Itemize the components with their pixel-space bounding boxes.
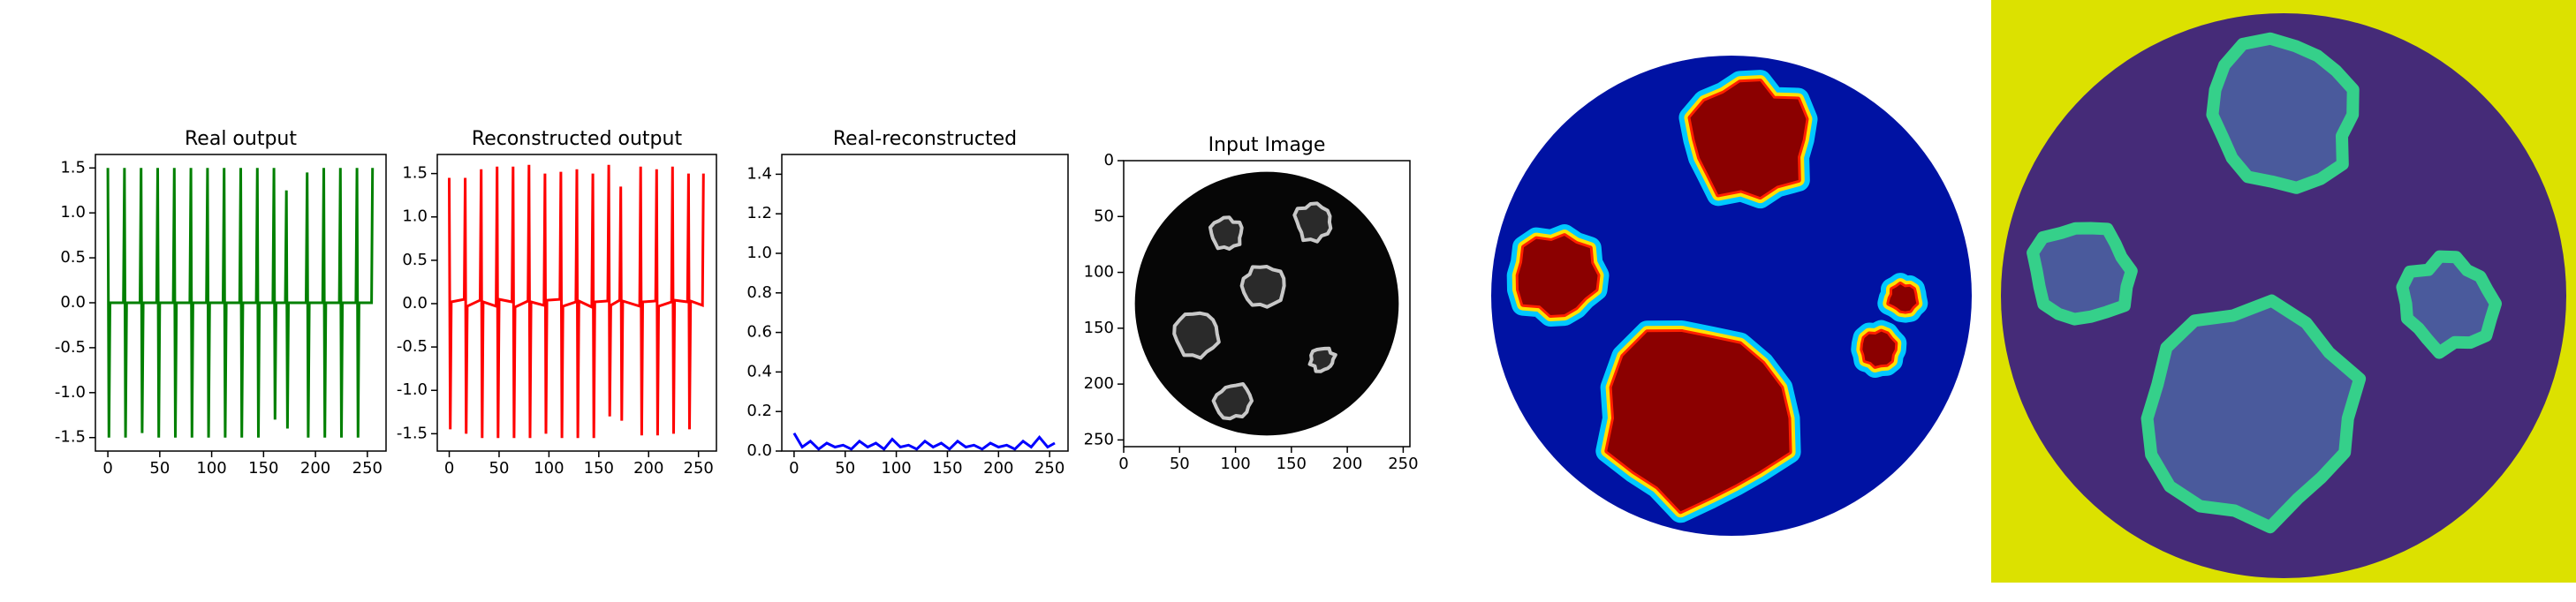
y-tick-label: -1.5 bbox=[397, 424, 428, 442]
y-tick-label: 0.8 bbox=[746, 283, 772, 302]
x-tick-label: 150 bbox=[248, 459, 278, 478]
region bbox=[1889, 284, 1917, 312]
inclusion bbox=[1292, 201, 1333, 244]
x-tick-label: 0 bbox=[1118, 455, 1128, 473]
y-tick-label: 50 bbox=[1094, 207, 1114, 225]
x-tick-label: 0 bbox=[789, 459, 799, 478]
x-tick-label: 100 bbox=[881, 459, 911, 478]
chart-title: Input Image bbox=[1208, 134, 1326, 156]
y-tick-label: -0.5 bbox=[55, 338, 86, 357]
series-line bbox=[106, 168, 375, 438]
inclusion bbox=[1211, 382, 1254, 421]
x-tick-label: 250 bbox=[352, 459, 383, 478]
inclusion bbox=[1239, 265, 1286, 309]
x-tick-label: 150 bbox=[932, 459, 962, 478]
y-tick-label: 0.0 bbox=[402, 294, 428, 312]
rim-green bbox=[2027, 222, 2138, 326]
y-tick-label: 1.2 bbox=[746, 204, 772, 222]
x-tick-label: 200 bbox=[633, 459, 663, 478]
x-tick-label: 250 bbox=[1388, 455, 1418, 473]
y-tick-label: 1.0 bbox=[60, 203, 86, 222]
x-tick-label: 100 bbox=[196, 459, 226, 478]
region bbox=[1690, 81, 1807, 198]
x-tick-label: 150 bbox=[1277, 455, 1307, 473]
y-tick-label: 200 bbox=[1084, 374, 1114, 393]
region bbox=[1518, 236, 1598, 315]
y-tick-label: -1.5 bbox=[55, 428, 86, 447]
y-tick-label: 0 bbox=[1104, 151, 1114, 169]
region bbox=[1607, 332, 1790, 512]
x-tick-label: 150 bbox=[584, 459, 614, 478]
inclusion bbox=[1307, 346, 1337, 373]
chart-title: Reconstructed output bbox=[472, 128, 683, 150]
rim-green bbox=[2140, 294, 2367, 534]
rim-green bbox=[2396, 250, 2502, 359]
y-tick-label: 0.4 bbox=[746, 362, 772, 380]
x-tick-label: 200 bbox=[983, 459, 1013, 478]
axes-frame bbox=[781, 154, 1069, 452]
x-tick-label: 50 bbox=[489, 459, 510, 478]
x-tick-label: 0 bbox=[102, 459, 112, 478]
x-tick-label: 250 bbox=[684, 459, 714, 478]
y-tick-label: -1.0 bbox=[55, 383, 86, 402]
y-tick-label: 150 bbox=[1084, 319, 1114, 337]
y-tick-label: 0.6 bbox=[746, 323, 772, 342]
axes-frame bbox=[1123, 160, 1411, 448]
x-tick-label: 100 bbox=[534, 459, 564, 478]
chart-title: Real-reconstructed bbox=[833, 128, 1017, 150]
y-tick-label: -0.5 bbox=[397, 337, 428, 356]
x-tick-label: 50 bbox=[1170, 455, 1190, 473]
y-tick-label: 1.0 bbox=[402, 207, 428, 226]
y-tick-label: 100 bbox=[1084, 263, 1114, 282]
y-tick-label: 1.5 bbox=[402, 164, 428, 183]
x-tick-label: 0 bbox=[444, 459, 454, 478]
series-line bbox=[448, 164, 705, 439]
y-tick-label: 0.5 bbox=[60, 248, 86, 267]
y-tick-label: 1.4 bbox=[746, 164, 772, 183]
x-tick-label: 50 bbox=[149, 459, 170, 478]
y-tick-label: -1.0 bbox=[397, 380, 428, 399]
x-tick-label: 200 bbox=[1332, 455, 1362, 473]
x-tick-label: 50 bbox=[835, 459, 855, 478]
series-line bbox=[792, 433, 1056, 451]
axes-frame bbox=[436, 154, 717, 452]
y-tick-label: 0.5 bbox=[402, 251, 428, 269]
inclusion bbox=[1172, 311, 1221, 360]
region bbox=[1862, 331, 1896, 366]
x-tick-label: 250 bbox=[1034, 459, 1064, 478]
inclusion bbox=[1208, 215, 1244, 251]
x-tick-label: 200 bbox=[300, 459, 330, 478]
y-tick-label: 0.0 bbox=[746, 441, 772, 460]
chart-title: Real output bbox=[185, 128, 297, 150]
purple-disk bbox=[2001, 13, 2566, 578]
y-tick-label: 250 bbox=[1084, 430, 1114, 448]
y-tick-label: 0.2 bbox=[746, 402, 772, 420]
x-tick-label: 100 bbox=[1220, 455, 1250, 473]
y-tick-label: 1.0 bbox=[746, 244, 772, 262]
y-tick-label: 1.5 bbox=[60, 158, 86, 177]
rim-green bbox=[2206, 32, 2360, 194]
y-tick-label: 0.0 bbox=[60, 293, 86, 312]
